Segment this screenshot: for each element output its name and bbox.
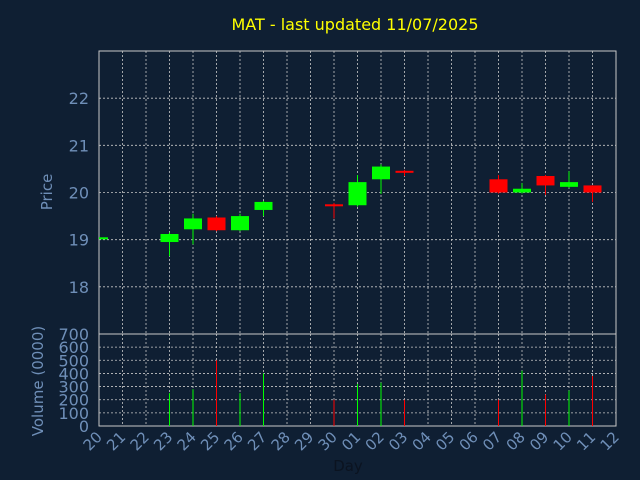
day-tick-label: 21 bbox=[103, 428, 129, 454]
candle-body bbox=[536, 175, 555, 186]
candle-body bbox=[254, 201, 273, 210]
day-tick-label: 27 bbox=[244, 428, 270, 454]
price-tick-label: 19 bbox=[69, 231, 89, 250]
price-tick-label: 22 bbox=[69, 89, 89, 108]
price-axis-label: Price bbox=[38, 174, 56, 211]
day-tick-label: 29 bbox=[291, 428, 317, 454]
day-tick-label: 06 bbox=[456, 428, 482, 454]
candle-body bbox=[160, 234, 179, 243]
candle-body bbox=[348, 182, 367, 206]
x-axis-label: Day bbox=[333, 457, 363, 475]
candle-body bbox=[325, 204, 343, 207]
chart-title: MAT - last updated 11/07/2025 bbox=[231, 15, 478, 34]
day-tick-label: 09 bbox=[526, 428, 552, 454]
day-tick-label: 26 bbox=[221, 428, 247, 454]
candle-body bbox=[231, 216, 249, 231]
price-tick-label: 18 bbox=[69, 278, 89, 297]
candle-body bbox=[372, 166, 390, 180]
price-tick-label: 21 bbox=[69, 136, 89, 155]
volume-tick-label: 400 bbox=[58, 364, 89, 383]
volume-tick-label: 100 bbox=[58, 404, 89, 423]
candles bbox=[99, 164, 602, 257]
candle-body bbox=[184, 218, 202, 230]
day-tick-label: 28 bbox=[268, 428, 294, 454]
day-tick-label: 10 bbox=[550, 428, 576, 454]
volume-axis-label: Volume (0000) bbox=[29, 326, 47, 436]
day-tick-label: 05 bbox=[432, 428, 458, 454]
volume-tick-label: 700 bbox=[58, 325, 89, 344]
day-tick-label: 03 bbox=[385, 428, 411, 454]
candle-body bbox=[395, 170, 414, 173]
day-tick-label: 07 bbox=[479, 428, 505, 454]
candle-body bbox=[207, 217, 226, 231]
day-tick-label: 01 bbox=[338, 428, 364, 454]
candle-body bbox=[489, 179, 508, 193]
volume-tick-label: 0 bbox=[79, 417, 89, 436]
volume-tick-label: 200 bbox=[58, 391, 89, 410]
day-tick-label: 30 bbox=[315, 428, 341, 454]
day-tick-label: 23 bbox=[150, 428, 176, 454]
price-panel: 18 19 20 21 22 bbox=[69, 50, 617, 335]
price-y-tick-labels: 18 19 20 21 22 bbox=[69, 89, 89, 297]
candle-body bbox=[583, 185, 602, 193]
volume-tick-label: 300 bbox=[58, 378, 89, 397]
day-tick-label: 25 bbox=[197, 428, 223, 454]
day-tick-label: 04 bbox=[409, 428, 435, 454]
volume-bars bbox=[169, 360, 593, 426]
day-tick-label: 08 bbox=[503, 428, 529, 454]
day-tick-label: 11 bbox=[573, 428, 599, 454]
candle-body bbox=[513, 188, 531, 193]
day-tick-label: 24 bbox=[174, 428, 200, 454]
volume-tick-label: 500 bbox=[58, 351, 89, 370]
volume-tick-label: 600 bbox=[58, 338, 89, 357]
day-tick-label: 02 bbox=[362, 428, 388, 454]
candle-body bbox=[99, 237, 108, 240]
price-tick-label: 20 bbox=[69, 184, 89, 203]
candle-body bbox=[560, 182, 578, 187]
x-tick-labels: 2021222324252627282930010203040506070809… bbox=[80, 428, 623, 454]
day-tick-label: 22 bbox=[127, 428, 153, 454]
day-tick-label: 12 bbox=[597, 428, 623, 454]
